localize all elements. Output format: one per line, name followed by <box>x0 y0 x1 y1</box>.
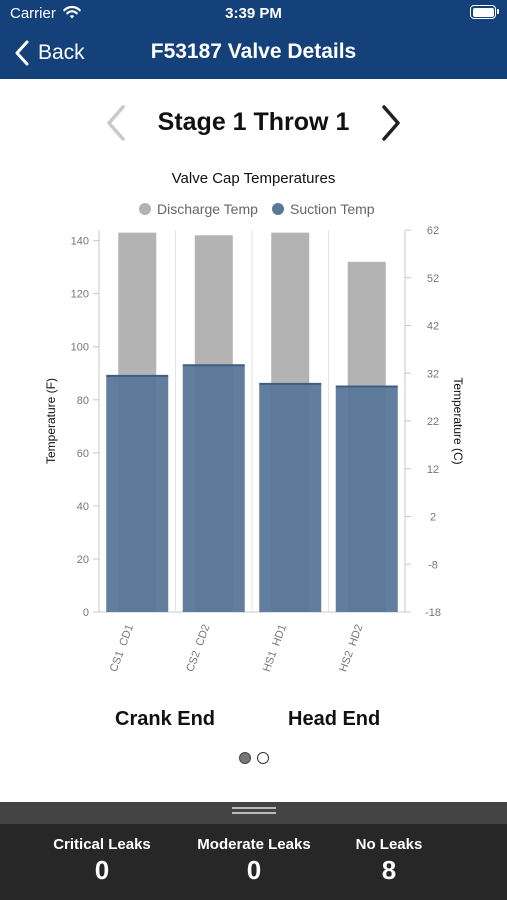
stage-title: Stage 1 Throw 1 <box>157 108 350 136</box>
status-time: 3:39 PM <box>225 5 282 22</box>
page-dot-1[interactable] <box>238 752 251 764</box>
suction-bar-2 <box>182 365 245 612</box>
drawer-handle[interactable] <box>0 802 507 824</box>
page-title: F53187 Valve Details <box>150 40 357 63</box>
nav-bar: Back F53187 Valve Details <box>0 30 507 74</box>
y-right-tick-label-3: 32 <box>427 368 439 380</box>
legend-marker-2 <box>272 203 284 215</box>
y-axis-label-right: Temperature (C) <box>451 377 465 464</box>
head-end-label: Head End <box>288 708 381 730</box>
crank-end-label: Crank End <box>115 708 216 730</box>
page-indicator <box>0 752 507 766</box>
moderate-leaks-stat: Moderate Leaks 0 <box>188 836 320 886</box>
stage-selector: Stage 1 Throw 1 <box>0 100 507 146</box>
y-right-tick-label-2: 42 <box>427 321 439 333</box>
y-tick-label-4: 80 <box>77 395 89 407</box>
chevron-left-icon <box>15 40 29 66</box>
end-labels: Crank End Head End <box>0 708 507 738</box>
y-tick-label-0: 0 <box>83 607 89 619</box>
next-stage-button[interactable] <box>378 103 404 143</box>
back-button[interactable]: Back <box>14 38 85 68</box>
page-dot-2[interactable] <box>256 752 269 764</box>
y-right-tick-label-8: -18 <box>425 607 441 619</box>
category-label-4: HS2 HD2 <box>337 623 365 674</box>
carrier-label: Carrier <box>10 5 56 22</box>
category-label-2: CS2 CD2 <box>184 623 212 674</box>
category-label-1: CS1 CD1 <box>108 623 136 674</box>
legend-marker-1 <box>139 203 151 215</box>
status-bar: Carrier 3:39 PM <box>0 0 507 28</box>
moderate-leaks-label: Moderate Leaks <box>197 836 311 853</box>
critical-leaks-value: 0 <box>94 855 110 885</box>
y-axis-label-left: Temperature (F) <box>44 378 58 464</box>
y-tick-label-7: 140 <box>71 236 89 248</box>
previous-stage-button[interactable] <box>103 103 129 143</box>
y-right-tick-label-1: 52 <box>427 273 439 285</box>
suction-bar-3 <box>259 383 322 612</box>
wifi-icon <box>63 5 81 19</box>
y-tick-label-2: 40 <box>77 501 89 513</box>
y-tick-label-6: 120 <box>71 289 89 301</box>
y-tick-label-3: 60 <box>77 448 89 460</box>
y-right-tick-label-0: 62 <box>427 225 439 237</box>
legend-label-1: Discharge Temp <box>157 201 258 217</box>
app-header: Carrier 3:39 PM Back F53187 Valve Detail… <box>0 0 507 79</box>
y-right-tick-label-7: -8 <box>428 559 438 571</box>
no-leaks-label: No Leaks <box>355 836 423 853</box>
category-label-3: HS1 HD1 <box>261 623 289 674</box>
chart-title: Valve Cap Temperatures <box>172 170 336 187</box>
y-right-tick-label-4: 22 <box>427 416 439 428</box>
moderate-leaks-value: 0 <box>246 855 262 885</box>
valve-cap-temperature-chart: Valve Cap Temperatures Discharge Temp Suct… <box>44 170 465 674</box>
drag-handle-icon <box>232 807 276 817</box>
y-right-tick-label-5: 12 <box>427 464 439 476</box>
leak-summary-panel: Critical Leaks 0 Moderate Leaks 0 No Lea… <box>0 802 507 900</box>
y-tick-label-5: 100 <box>71 342 89 354</box>
battery-icon <box>470 5 499 19</box>
back-label: Back <box>38 41 85 64</box>
critical-leaks-label: Critical Leaks <box>53 836 151 853</box>
y-right-tick-label-6: 2 <box>430 512 436 524</box>
y-tick-label-1: 20 <box>77 554 89 566</box>
suction-bar-1 <box>106 375 169 612</box>
legend-label-2: Suction Temp <box>290 201 375 217</box>
no-leaks-value: 8 <box>381 855 397 885</box>
critical-leaks-stat: Critical Leaks 0 <box>42 836 162 886</box>
no-leaks-stat: No Leaks 8 <box>344 836 434 886</box>
suction-bar-4 <box>335 386 398 612</box>
